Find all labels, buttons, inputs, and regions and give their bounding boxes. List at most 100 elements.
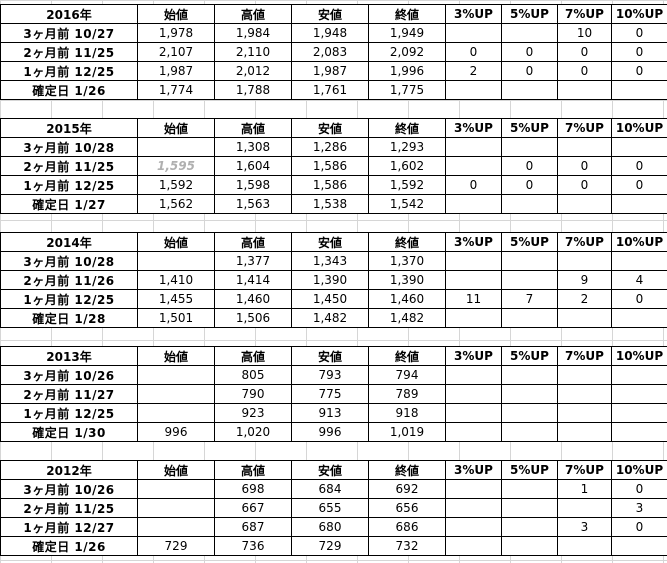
empty-cell[interactable] xyxy=(557,80,612,100)
open-cell[interactable]: 1,455 xyxy=(137,289,215,309)
close-cell[interactable]: 1,482 xyxy=(368,308,446,328)
up5-cell[interactable]: 0 xyxy=(501,61,558,81)
up3-cell[interactable]: 8 xyxy=(445,517,502,537)
up7-cell[interactable]: 9 xyxy=(557,270,612,290)
header-5up[interactable]: 5%UP xyxy=(501,346,558,366)
up7-cell[interactable]: 0 xyxy=(557,61,612,81)
up3-cell[interactable]: 0 xyxy=(445,42,502,62)
header-low[interactable]: 安値 xyxy=(291,232,369,252)
up3-cell[interactable]: 29 xyxy=(445,365,502,385)
open-cell[interactable]: 1,987 xyxy=(137,61,215,81)
low-cell[interactable]: 1,286 xyxy=(291,137,369,157)
up5-cell[interactable]: 7 xyxy=(501,289,558,309)
header-close[interactable]: 終値 xyxy=(368,232,446,252)
empty-cell[interactable] xyxy=(557,194,612,214)
row-label[interactable]: 1ヶ月前 12/25 xyxy=(0,175,138,195)
open-cell[interactable]: 729 xyxy=(137,536,215,556)
low-cell[interactable]: 729 xyxy=(291,536,369,556)
header-10up[interactable]: 10%UP xyxy=(611,4,667,24)
row-label[interactable]: 3ヶ月前 10/28 xyxy=(0,137,138,157)
up7-cell[interactable]: 0 xyxy=(557,42,612,62)
open-cell[interactable]: 665 xyxy=(137,498,215,518)
open-cell[interactable]: 1,305 xyxy=(137,137,215,157)
up3-cell[interactable]: 33 xyxy=(445,384,502,404)
up5-cell[interactable]: 30 xyxy=(501,384,558,404)
up5-cell[interactable]: 0 xyxy=(501,156,558,176)
up10-cell[interactable]: 0 xyxy=(611,479,667,499)
up7-cell[interactable]: 17 xyxy=(557,403,612,423)
header-10up[interactable]: 10%UP xyxy=(611,346,667,366)
low-cell[interactable]: 1,987 xyxy=(291,61,369,81)
year-cell[interactable]: 2012年 xyxy=(0,460,138,480)
up7-cell[interactable]: 27 xyxy=(557,384,612,404)
up5-cell[interactable]: 5 xyxy=(501,479,558,499)
high-cell[interactable]: 1,460 xyxy=(214,289,292,309)
high-cell[interactable]: 667 xyxy=(214,498,292,518)
up3-cell[interactable]: 22 xyxy=(445,270,502,290)
row-label[interactable]: 2ヶ月前 11/25 xyxy=(0,156,138,176)
row-label[interactable]: 確定日 1/27 xyxy=(0,194,138,214)
up3-cell[interactable]: 0 xyxy=(445,175,502,195)
high-cell[interactable]: 698 xyxy=(214,479,292,499)
low-cell[interactable]: 1,450 xyxy=(291,289,369,309)
high-cell[interactable]: 1,377 xyxy=(214,251,292,271)
up10-cell[interactable]: 26 xyxy=(611,384,667,404)
open-cell[interactable]: 1,501 xyxy=(137,308,215,328)
up10-cell[interactable]: 0 xyxy=(611,517,667,537)
high-cell[interactable]: 1,984 xyxy=(214,23,292,43)
close-cell[interactable]: 1,996 xyxy=(368,61,446,81)
header-low[interactable]: 安値 xyxy=(291,118,369,138)
high-cell[interactable]: 687 xyxy=(214,517,292,537)
low-cell[interactable]: 2,083 xyxy=(291,42,369,62)
high-cell[interactable]: 790 xyxy=(214,384,292,404)
empty-cell[interactable] xyxy=(611,194,667,214)
row-label[interactable]: 1ヶ月前 12/27 xyxy=(0,517,138,537)
up3-cell[interactable]: 27 xyxy=(445,23,502,43)
up7-cell[interactable]: 2 xyxy=(557,289,612,309)
up10-cell[interactable]: 12 xyxy=(611,403,667,423)
low-cell[interactable]: 1,482 xyxy=(291,308,369,328)
up5-cell[interactable]: 56 xyxy=(501,137,558,157)
close-cell[interactable]: 1,602 xyxy=(368,156,446,176)
header-7up[interactable]: 7%UP xyxy=(557,118,612,138)
up10-cell[interactable]: 0 xyxy=(611,42,667,62)
row-label[interactable]: 1ヶ月前 12/25 xyxy=(0,403,138,423)
low-cell[interactable]: 1,586 xyxy=(291,175,369,195)
high-cell[interactable]: 1,506 xyxy=(214,308,292,328)
empty-cell[interactable] xyxy=(611,308,667,328)
open-cell[interactable]: 801 xyxy=(137,365,215,385)
header-5up[interactable]: 5%UP xyxy=(501,118,558,138)
up5-cell[interactable]: 9 xyxy=(501,498,558,518)
up10-cell[interactable]: 53 xyxy=(611,137,667,157)
up7-cell[interactable]: 3 xyxy=(557,517,612,537)
low-cell[interactable]: 684 xyxy=(291,479,369,499)
empty-cell[interactable] xyxy=(445,194,502,214)
header-high[interactable]: 高値 xyxy=(214,4,292,24)
open-cell[interactable]: 1,410 xyxy=(137,270,215,290)
header-close[interactable]: 終値 xyxy=(368,118,446,138)
empty-cell[interactable] xyxy=(445,536,502,556)
empty-cell[interactable] xyxy=(445,308,502,328)
high-cell[interactable]: 736 xyxy=(214,536,292,556)
high-cell[interactable]: 1,308 xyxy=(214,137,292,157)
empty-cell[interactable] xyxy=(501,422,558,442)
low-cell[interactable]: 1,948 xyxy=(291,23,369,43)
up10-cell[interactable]: 0 xyxy=(611,289,667,309)
open-cell[interactable]: 2,107 xyxy=(137,42,215,62)
header-10up[interactable]: 10%UP xyxy=(611,118,667,138)
header-3up[interactable]: 3%UP xyxy=(445,460,502,480)
header-3up[interactable]: 3%UP xyxy=(445,118,502,138)
empty-cell[interactable] xyxy=(501,80,558,100)
row-label[interactable]: 2ヶ月前 11/25 xyxy=(0,498,138,518)
open-cell[interactable]: 996 xyxy=(137,422,215,442)
up7-cell[interactable]: 10 xyxy=(557,23,612,43)
row-label[interactable]: 確定日 1/26 xyxy=(0,80,138,100)
high-cell[interactable]: 1,788 xyxy=(214,80,292,100)
up3-cell[interactable]: 9 xyxy=(445,479,502,499)
row-label[interactable]: 確定日 1/26 xyxy=(0,536,138,556)
year-cell[interactable]: 2016年 xyxy=(0,4,138,24)
up7-cell[interactable]: 1 xyxy=(557,479,612,499)
row-label[interactable]: 確定日 1/28 xyxy=(0,308,138,328)
header-3up[interactable]: 3%UP xyxy=(445,346,502,366)
empty-cell[interactable] xyxy=(501,536,558,556)
